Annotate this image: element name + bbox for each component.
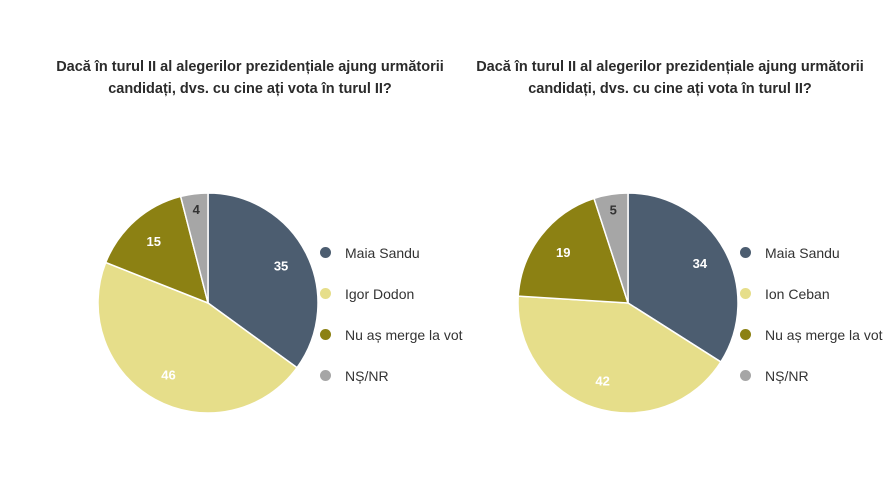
pie-chart: 35 46 15 4 [97,192,319,414]
legend-swatch [740,370,751,381]
chart-title: Dacă în turul II al alegerilor prezidenț… [476,59,864,97]
legend-item-ns-nr: NȘ/NR [740,355,883,396]
legend-swatch [320,247,331,258]
pie-slice-n-nr [593,192,629,304]
legend-item-maia-sandu: Maia Sandu [740,232,883,273]
chart-panel-right: Dacă în turul II al alegerilor prezidenț… [450,0,883,487]
legend-swatch [740,247,751,258]
pie-slice-igor-dodon [97,261,299,414]
pie-slice-nu-a-merge-la-vot [104,195,210,305]
legend-label: NȘ/NR [765,367,809,384]
legend-label: Nu aș merge la vot [345,326,463,343]
pie-chart: 34 42 19 5 [517,192,739,414]
legend-item-maia-sandu: Maia Sandu [320,232,463,273]
legend-label: Nu aș merge la vot [765,326,883,343]
legend-label: Maia Sandu [345,244,420,261]
pie-slice-ion-ceban [517,295,722,414]
legend-item-ns-nr: NȘ/NR [320,355,463,396]
legend: Maia Sandu Ion Ceban Nu aș merge la vot … [740,232,883,396]
legend-label: Maia Sandu [765,244,840,261]
legend-label: Ion Ceban [765,285,830,302]
legend-swatch [320,329,331,340]
chart-panel-left: Dacă în turul II al alegerilor prezidenț… [30,0,463,487]
legend-item-nu-as-merge: Nu aș merge la vot [740,314,883,355]
legend: Maia Sandu Igor Dodon Nu aș merge la vot… [320,232,463,396]
data-label: 19 [556,245,570,260]
pie-slice-nu-a-merge-la-vot [517,197,630,304]
pie-slice-n-nr [179,192,209,304]
legend-swatch [740,329,751,340]
data-label: 46 [161,367,175,382]
legend-swatch [740,288,751,299]
data-label: 5 [610,203,617,218]
legend-swatch [320,288,331,299]
data-label: 15 [147,234,161,249]
legend-swatch [320,370,331,381]
legend-item-ion-ceban: Ion Ceban [740,273,883,314]
data-label: 42 [595,373,609,388]
legend-item-igor-dodon: Igor Dodon [320,273,463,314]
data-label: 4 [193,202,201,217]
chart-title: Dacă în turul II al alegerilor prezidenț… [56,59,444,97]
pie-slice-maia-sandu [207,192,319,369]
legend-item-nu-as-merge: Nu aș merge la vot [320,314,463,355]
data-label: 35 [274,258,288,273]
data-label: 34 [693,256,708,271]
legend-label: NȘ/NR [345,367,389,384]
legend-label: Igor Dodon [345,285,415,302]
